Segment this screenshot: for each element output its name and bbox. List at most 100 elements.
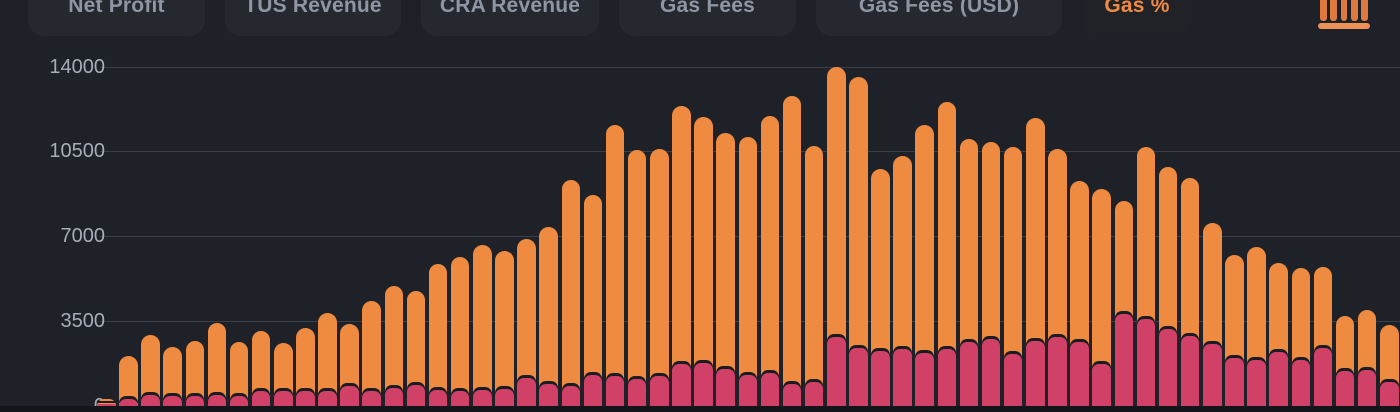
bar-orange[interactable] xyxy=(782,96,802,406)
bar-magenta[interactable] xyxy=(1026,341,1045,406)
bar-magenta[interactable] xyxy=(97,404,116,406)
tab-cra-revenue[interactable]: CRA Revenue xyxy=(421,0,599,36)
bar-orange[interactable] xyxy=(207,323,227,406)
bar-magenta[interactable] xyxy=(981,339,1001,406)
bar-magenta[interactable] xyxy=(517,378,536,406)
bar-orange[interactable] xyxy=(804,145,824,406)
bar-magenta[interactable] xyxy=(937,349,957,406)
bar-magenta[interactable] xyxy=(1203,344,1222,406)
bar-magenta[interactable] xyxy=(1158,329,1178,406)
bar-magenta[interactable] xyxy=(384,388,404,406)
bar-orange[interactable] xyxy=(893,155,912,406)
bar-magenta[interactable] xyxy=(1092,364,1111,406)
bar-magenta[interactable] xyxy=(1335,370,1355,406)
bar-magenta[interactable] xyxy=(428,389,448,406)
bar-magenta[interactable] xyxy=(561,386,580,406)
bar-magenta[interactable] xyxy=(495,388,514,406)
bar-magenta[interactable] xyxy=(207,394,227,406)
bar-magenta[interactable] xyxy=(340,386,359,406)
bar-orange[interactable] xyxy=(672,106,691,406)
tab-tus-revenue[interactable]: TUS Revenue xyxy=(225,0,401,36)
bar-magenta[interactable] xyxy=(1269,352,1288,406)
bar-magenta[interactable] xyxy=(450,391,470,406)
bar-orange[interactable] xyxy=(229,342,249,406)
bar-magenta[interactable] xyxy=(915,353,934,406)
tab-gas-fees[interactable]: Gas Fees xyxy=(619,0,796,36)
bar-orange[interactable] xyxy=(406,291,426,406)
bar-chart-icon[interactable] xyxy=(1318,0,1370,32)
bar-magenta[interactable] xyxy=(804,381,824,406)
bar-orange[interactable] xyxy=(274,343,293,406)
bar-magenta[interactable] xyxy=(296,390,315,406)
bar-orange[interactable] xyxy=(517,238,536,406)
bar-orange[interactable] xyxy=(428,263,448,406)
bar-magenta[interactable] xyxy=(1225,357,1244,406)
bar-orange[interactable] xyxy=(473,245,492,406)
bar-orange[interactable] xyxy=(650,149,669,406)
bar-magenta[interactable] xyxy=(1136,318,1156,406)
bar-orange[interactable] xyxy=(583,194,603,406)
tab-gas-fees-usd[interactable]: Gas Fees (USD) xyxy=(816,0,1062,36)
tab-gas-percent[interactable]: Gas % xyxy=(1082,0,1192,36)
bar-orange[interactable] xyxy=(1092,189,1111,406)
bar-orange[interactable] xyxy=(694,117,713,406)
bar-orange[interactable] xyxy=(251,331,271,406)
bar-magenta[interactable] xyxy=(605,376,625,406)
bar-magenta[interactable] xyxy=(251,390,271,406)
bar-orange[interactable] xyxy=(937,102,957,406)
bar-orange[interactable] xyxy=(1026,118,1045,406)
bar-orange[interactable] xyxy=(716,133,735,406)
bar-magenta[interactable] xyxy=(716,369,735,406)
bar-orange[interactable] xyxy=(915,125,934,406)
bar-magenta[interactable] xyxy=(1291,360,1310,406)
bar-orange[interactable] xyxy=(362,301,381,406)
bar-magenta[interactable] xyxy=(539,384,558,406)
bar-orange[interactable] xyxy=(760,116,780,406)
bar-orange[interactable] xyxy=(827,67,846,406)
bar-magenta[interactable] xyxy=(1180,335,1200,406)
bar-orange[interactable] xyxy=(296,328,315,406)
bar-orange[interactable] xyxy=(539,226,558,406)
bar-magenta[interactable] xyxy=(229,395,249,406)
bar-magenta[interactable] xyxy=(672,364,691,406)
bar-magenta[interactable] xyxy=(782,384,802,406)
bar-orange[interactable] xyxy=(1003,146,1023,406)
bar-magenta[interactable] xyxy=(362,390,381,406)
bar-orange[interactable] xyxy=(384,286,404,406)
bar-magenta[interactable] xyxy=(627,379,647,406)
bar-magenta[interactable] xyxy=(583,374,603,406)
bar-magenta[interactable] xyxy=(406,385,426,406)
bar-magenta[interactable] xyxy=(871,351,890,406)
bar-magenta[interactable] xyxy=(119,398,138,406)
bar-orange[interactable] xyxy=(450,256,470,406)
bar-orange[interactable] xyxy=(97,398,116,406)
bar-magenta[interactable] xyxy=(1070,342,1089,406)
bar-magenta[interactable] xyxy=(1114,313,1133,406)
bar-orange[interactable] xyxy=(163,347,182,406)
bar-magenta[interactable] xyxy=(1380,381,1399,406)
bar-orange[interactable] xyxy=(871,168,890,406)
bar-magenta[interactable] xyxy=(1313,348,1333,406)
bar-magenta[interactable] xyxy=(185,395,204,406)
bar-orange[interactable] xyxy=(119,356,138,406)
bar-magenta[interactable] xyxy=(163,396,182,406)
bar-magenta[interactable] xyxy=(738,374,757,406)
bar-orange[interactable] xyxy=(959,138,979,406)
bar-magenta[interactable] xyxy=(1357,369,1377,406)
bar-orange[interactable] xyxy=(561,179,580,406)
bar-orange[interactable] xyxy=(627,150,647,406)
bar-magenta[interactable] xyxy=(849,348,868,406)
bar-magenta[interactable] xyxy=(1048,337,1067,406)
bar-orange[interactable] xyxy=(849,77,868,406)
bar-orange[interactable] xyxy=(318,313,337,406)
bar-magenta[interactable] xyxy=(1247,360,1266,406)
bar-orange[interactable] xyxy=(738,137,757,406)
bar-orange[interactable] xyxy=(340,324,359,406)
bar-orange[interactable] xyxy=(141,334,160,406)
bar-magenta[interactable] xyxy=(1003,354,1023,406)
bar-magenta[interactable] xyxy=(274,391,293,406)
bar-magenta[interactable] xyxy=(760,373,780,406)
tab-net-profit[interactable]: Net Profit xyxy=(28,0,205,36)
bar-magenta[interactable] xyxy=(827,337,846,406)
bar-magenta[interactable] xyxy=(141,394,160,406)
